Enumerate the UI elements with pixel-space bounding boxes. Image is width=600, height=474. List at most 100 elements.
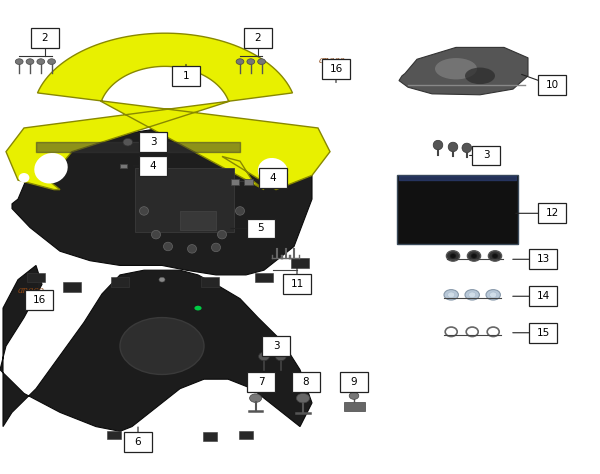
Text: 4: 4 (269, 173, 277, 183)
Ellipse shape (164, 242, 173, 251)
FancyBboxPatch shape (244, 28, 272, 48)
Text: 13: 13 (536, 254, 550, 264)
FancyBboxPatch shape (529, 323, 557, 343)
Bar (107, 431, 121, 439)
FancyBboxPatch shape (529, 286, 557, 306)
Ellipse shape (258, 158, 288, 185)
FancyBboxPatch shape (529, 249, 557, 269)
Bar (63, 282, 81, 292)
Ellipse shape (259, 352, 269, 361)
Bar (120, 164, 127, 168)
Text: 2: 2 (254, 33, 262, 43)
Ellipse shape (469, 292, 476, 298)
Bar (201, 277, 219, 287)
Ellipse shape (187, 245, 197, 253)
Ellipse shape (37, 59, 45, 64)
Ellipse shape (235, 207, 245, 215)
Text: 7: 7 (257, 376, 265, 387)
Ellipse shape (444, 290, 458, 300)
Text: aneco: aneco (18, 286, 44, 294)
Text: 3: 3 (482, 150, 490, 161)
FancyBboxPatch shape (172, 66, 200, 86)
Text: 4: 4 (149, 161, 157, 171)
Ellipse shape (250, 394, 262, 402)
Ellipse shape (218, 230, 227, 239)
Ellipse shape (247, 59, 255, 64)
Ellipse shape (492, 254, 498, 258)
Polygon shape (12, 128, 312, 275)
FancyBboxPatch shape (262, 336, 290, 356)
Ellipse shape (19, 173, 29, 182)
Text: 10: 10 (545, 80, 559, 91)
FancyBboxPatch shape (292, 372, 320, 392)
Text: 16: 16 (329, 64, 343, 74)
Text: 9: 9 (350, 376, 358, 387)
Polygon shape (399, 47, 528, 95)
Ellipse shape (48, 59, 55, 64)
Ellipse shape (258, 59, 265, 64)
FancyBboxPatch shape (283, 274, 311, 294)
Ellipse shape (465, 68, 495, 84)
FancyBboxPatch shape (472, 146, 500, 165)
FancyBboxPatch shape (259, 168, 287, 188)
Text: 12: 12 (545, 208, 559, 219)
Ellipse shape (471, 254, 477, 258)
FancyBboxPatch shape (340, 372, 368, 392)
Bar (255, 273, 273, 282)
FancyBboxPatch shape (139, 156, 167, 176)
Ellipse shape (120, 318, 204, 374)
Text: 2: 2 (41, 33, 49, 43)
FancyBboxPatch shape (322, 59, 350, 79)
Bar (111, 277, 129, 287)
Ellipse shape (236, 59, 244, 64)
Ellipse shape (467, 251, 481, 261)
Text: 3: 3 (149, 137, 157, 147)
Ellipse shape (486, 290, 500, 300)
Text: 3: 3 (272, 341, 280, 351)
FancyBboxPatch shape (124, 432, 152, 452)
FancyBboxPatch shape (247, 219, 275, 238)
Ellipse shape (433, 140, 443, 150)
Bar (137, 432, 151, 441)
FancyBboxPatch shape (139, 132, 167, 152)
Bar (27, 273, 45, 282)
Text: 14: 14 (536, 291, 550, 301)
Text: 6: 6 (134, 437, 142, 447)
Text: 11: 11 (290, 279, 304, 290)
Polygon shape (0, 265, 312, 431)
Text: 8: 8 (302, 376, 310, 387)
Bar (180, 211, 216, 230)
Ellipse shape (275, 352, 286, 361)
Ellipse shape (123, 138, 133, 146)
Ellipse shape (212, 243, 221, 252)
Ellipse shape (448, 142, 458, 152)
Ellipse shape (296, 393, 310, 403)
Text: 1: 1 (182, 71, 190, 81)
Ellipse shape (349, 392, 359, 399)
FancyBboxPatch shape (25, 290, 53, 310)
Ellipse shape (26, 59, 34, 64)
Ellipse shape (488, 251, 502, 261)
Ellipse shape (446, 251, 460, 261)
FancyBboxPatch shape (247, 372, 275, 392)
Bar (291, 258, 309, 268)
Ellipse shape (450, 254, 456, 258)
Text: 5: 5 (257, 223, 265, 234)
Text: 16: 16 (32, 294, 46, 305)
Text: 15: 15 (536, 328, 550, 338)
Ellipse shape (159, 277, 165, 282)
Ellipse shape (194, 306, 202, 310)
Ellipse shape (445, 327, 457, 337)
Ellipse shape (435, 58, 477, 80)
Bar (244, 179, 253, 185)
FancyBboxPatch shape (538, 75, 566, 95)
Bar (231, 179, 239, 185)
Ellipse shape (34, 153, 68, 183)
Ellipse shape (466, 327, 478, 337)
Bar (203, 432, 217, 441)
Ellipse shape (490, 292, 497, 298)
Ellipse shape (465, 290, 479, 300)
FancyBboxPatch shape (538, 203, 566, 223)
FancyBboxPatch shape (31, 28, 59, 48)
Ellipse shape (448, 292, 455, 298)
